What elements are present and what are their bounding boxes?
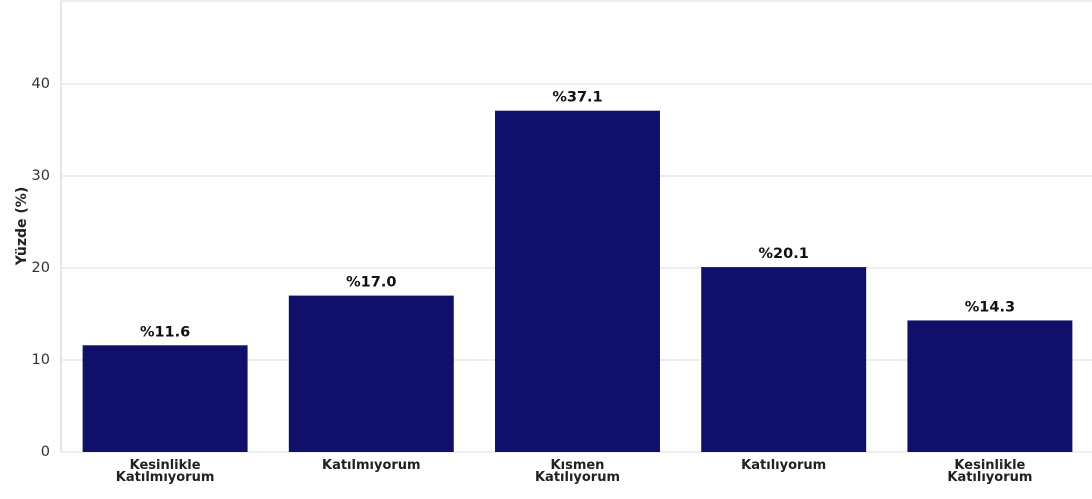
bar-value-label: %20.1	[759, 246, 809, 262]
bar	[495, 110, 660, 453]
y-tick-label: 10	[32, 352, 50, 368]
x-tick-label: Katılıyorum	[947, 470, 1032, 485]
y-tick-label: 20	[32, 260, 50, 276]
bars	[82, 110, 1073, 453]
x-tick-label: Katılıyorum	[741, 458, 826, 473]
y-tick-label: 40	[32, 76, 50, 92]
y-tick-label: 0	[41, 444, 50, 460]
x-tick-label: Katılmıyorum	[116, 470, 215, 485]
x-tick-label: Kısmen	[551, 458, 605, 473]
x-tick-label: Katılıyorum	[535, 470, 620, 485]
bar-value-label: %14.3	[965, 299, 1015, 315]
data-labels: %11.6 %17.0 %37.1 %20.1 %14.3	[140, 90, 1015, 341]
bar	[907, 320, 1073, 452]
x-tick-label: Katılmıyorum	[322, 458, 421, 473]
bar-value-label: %17.0	[346, 275, 396, 291]
bar	[82, 345, 248, 452]
y-axis-title: Yüzde (%)	[14, 187, 30, 266]
bar-value-label: %37.1	[552, 90, 602, 106]
y-tick-label: 30	[32, 168, 50, 184]
bar-value-label: %11.6	[140, 324, 190, 340]
x-tick-label: Kesinlikle	[130, 458, 201, 473]
bar	[288, 295, 454, 452]
axes: Yüzde (%) 010203040KesinlikleKatılmıyoru…	[14, 76, 1032, 485]
x-tick-label: Kesinlikle	[954, 458, 1025, 473]
bar	[701, 267, 867, 452]
